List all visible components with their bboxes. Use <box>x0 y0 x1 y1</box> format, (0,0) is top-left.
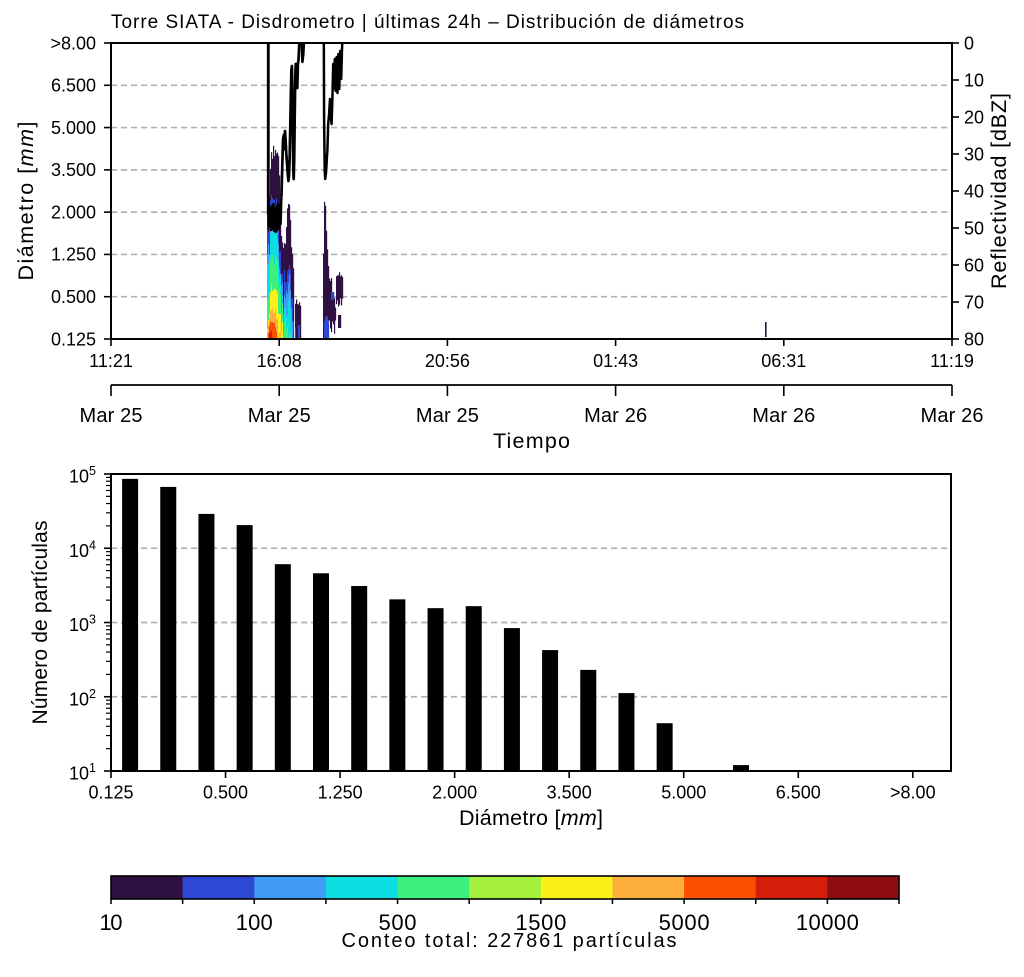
svg-text:0: 0 <box>964 34 974 54</box>
svg-text:3.500: 3.500 <box>51 160 96 180</box>
svg-text:Mar 25: Mar 25 <box>248 405 311 427</box>
svg-text:06:31: 06:31 <box>761 351 806 371</box>
svg-text:10000: 10000 <box>796 910 859 935</box>
svg-text:11:19: 11:19 <box>930 351 974 371</box>
svg-text:Conteo total: 227861 partícula: Conteo total: 227861 partículas <box>342 930 677 952</box>
svg-text:1.250: 1.250 <box>318 783 363 803</box>
svg-text:Mar 25: Mar 25 <box>416 405 479 427</box>
svg-text:10: 10 <box>100 910 123 935</box>
svg-text:>8.00: >8.00 <box>50 33 96 53</box>
svg-text:Torre SIATA - Disdrometro | úl: Torre SIATA - Disdrometro | últimas 24h … <box>111 12 744 33</box>
svg-text:40: 40 <box>964 182 984 202</box>
svg-text:Mar 25: Mar 25 <box>80 405 143 427</box>
svg-text:6.500: 6.500 <box>776 783 821 803</box>
svg-text:60: 60 <box>964 256 984 276</box>
svg-text:0.125: 0.125 <box>88 783 133 803</box>
svg-text:20: 20 <box>964 108 984 128</box>
svg-text:5.000: 5.000 <box>661 783 706 803</box>
svg-text:50: 50 <box>964 219 984 239</box>
svg-text:6.500: 6.500 <box>51 76 96 96</box>
svg-text:0.500: 0.500 <box>203 783 248 803</box>
svg-text:Diámetro [mm]: Diámetro [mm] <box>14 122 38 281</box>
svg-text:01:43: 01:43 <box>593 351 638 371</box>
svg-text:1.250: 1.250 <box>51 245 96 265</box>
svg-text:3.500: 3.500 <box>547 783 592 803</box>
svg-text:Reflectividad [dBZ]: Reflectividad [dBZ] <box>987 93 1011 289</box>
svg-text:Diámetro [mm]: Diámetro [mm] <box>459 806 603 830</box>
svg-text:Tiempo: Tiempo <box>493 429 570 453</box>
svg-text:10: 10 <box>964 71 984 91</box>
svg-text:Mar 26: Mar 26 <box>584 405 647 427</box>
svg-text:1500: 1500 <box>515 910 566 935</box>
svg-text:2.000: 2.000 <box>51 202 96 222</box>
svg-text:11:21: 11:21 <box>89 351 133 371</box>
svg-text:5000: 5000 <box>659 910 710 935</box>
svg-text:500: 500 <box>379 910 417 935</box>
svg-text:20:56: 20:56 <box>425 351 470 371</box>
svg-text:0.500: 0.500 <box>51 287 96 307</box>
svg-text:16:08: 16:08 <box>257 351 302 371</box>
svg-text:100: 100 <box>236 910 273 935</box>
svg-text:80: 80 <box>964 330 984 350</box>
svg-text:5.000: 5.000 <box>51 118 96 138</box>
svg-text:30: 30 <box>964 145 984 165</box>
svg-text:0.125: 0.125 <box>51 329 96 349</box>
svg-text:70: 70 <box>964 293 984 313</box>
svg-text:Mar 26: Mar 26 <box>921 405 984 427</box>
svg-text:>8.00: >8.00 <box>890 783 936 803</box>
svg-text:Número de partículas: Número de partículas <box>29 521 52 725</box>
svg-text:Mar 26: Mar 26 <box>752 405 815 427</box>
svg-text:2.000: 2.000 <box>432 783 477 803</box>
